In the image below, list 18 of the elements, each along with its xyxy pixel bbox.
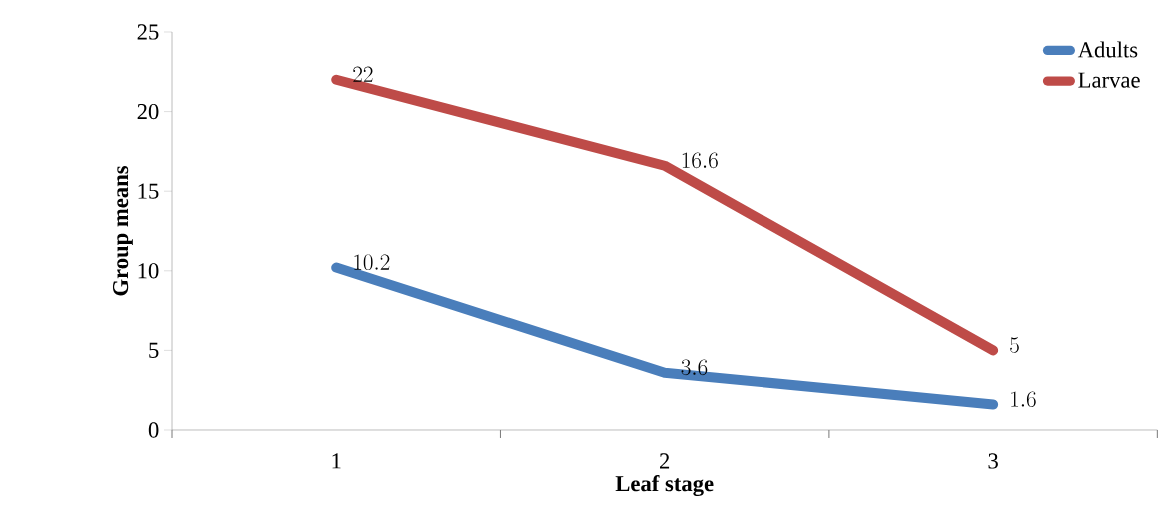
y-tick-label: 25 — [137, 24, 159, 40]
data-label: 5 — [1010, 337, 1019, 354]
x-tick-label: 3 — [988, 453, 998, 469]
data-label: 22 — [353, 66, 373, 83]
y-tick-label: 10 — [138, 263, 159, 279]
y-axis-title: Group means — [112, 166, 133, 296]
x-tick-label: 2 — [660, 453, 670, 469]
data-label: 10.2 — [354, 254, 390, 271]
y-tick-label: 20 — [137, 104, 159, 120]
x-axis-title: Leaf stage — [615, 475, 714, 497]
y-tick-label: 15 — [138, 183, 159, 199]
legend-label: Larvae — [1078, 72, 1140, 88]
data-label: 16.6 — [682, 152, 718, 169]
legend-label: Adults — [1077, 41, 1138, 58]
x-tick-label: 1 — [332, 453, 341, 469]
y-tick-label: 5 — [149, 343, 159, 359]
y-tick-label: 0 — [148, 422, 159, 438]
data-label: 1 .6 — [1011, 391, 1036, 408]
